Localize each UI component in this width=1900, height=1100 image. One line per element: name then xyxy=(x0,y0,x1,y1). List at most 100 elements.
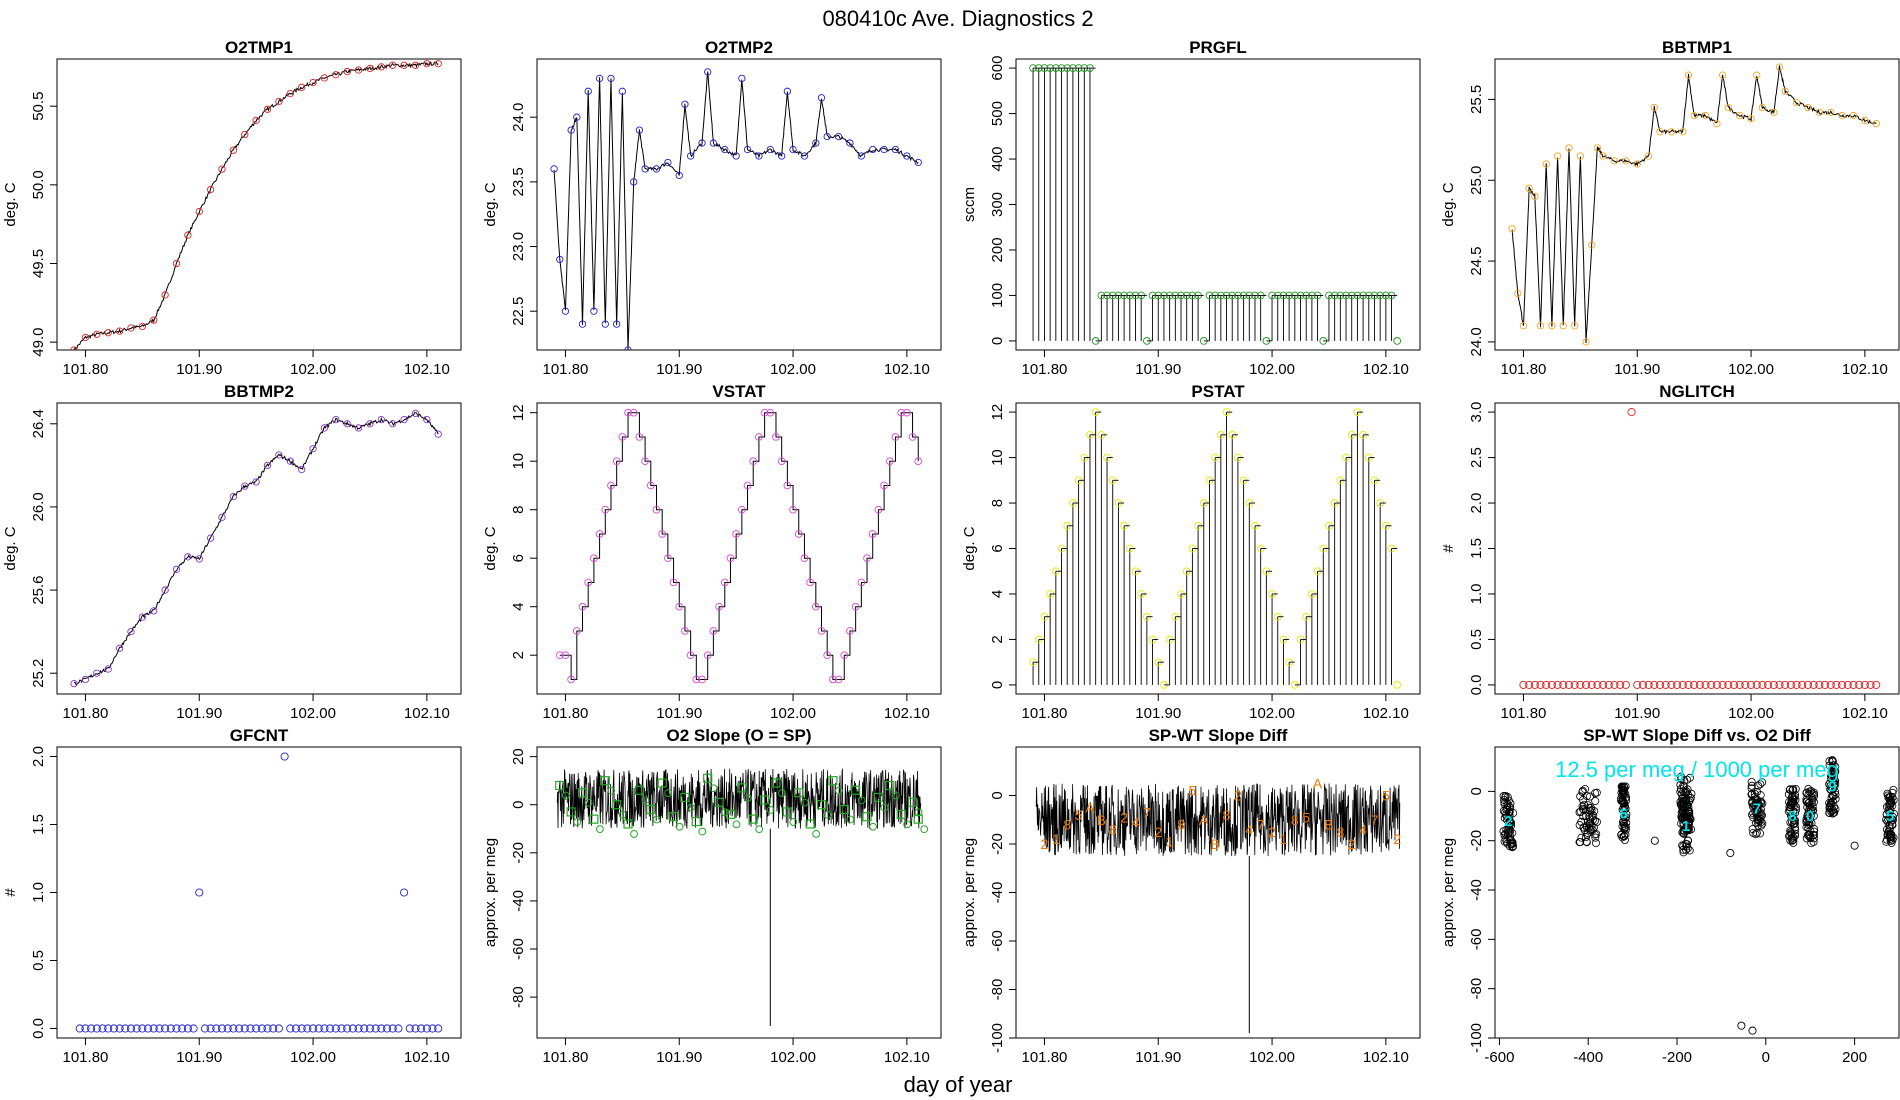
data-point xyxy=(1775,680,1784,689)
y-tick-label: 26.0 xyxy=(30,492,47,521)
x-tick-label: 102.00 xyxy=(290,361,336,378)
cluster-label: 6 xyxy=(1620,806,1628,823)
data-point xyxy=(896,809,906,819)
panel-title: BBTMP2 xyxy=(224,382,294,401)
data-point xyxy=(343,420,351,428)
data-point xyxy=(291,1024,301,1033)
data-point xyxy=(618,433,627,441)
data-label: A xyxy=(1313,775,1323,791)
x-tick-label: -400 xyxy=(1573,1049,1603,1066)
data-point xyxy=(907,797,918,807)
data-point xyxy=(1789,833,1798,842)
data-point xyxy=(218,513,226,521)
data-point xyxy=(274,1024,283,1033)
data-point xyxy=(104,1024,113,1033)
data-point xyxy=(840,651,849,660)
data-point xyxy=(1547,680,1556,689)
panel-title: O2TMP2 xyxy=(705,38,773,57)
x-tick-label: 101.80 xyxy=(63,361,109,378)
data-point xyxy=(681,100,689,108)
data-point xyxy=(652,505,661,514)
data-point xyxy=(314,1024,323,1033)
panel-title: BBTMP1 xyxy=(1662,38,1732,57)
data-point xyxy=(1619,797,1628,806)
data-point xyxy=(805,819,815,829)
data-point xyxy=(1501,829,1510,838)
y-tick-label: 49.0 xyxy=(30,328,47,357)
data-point xyxy=(641,796,650,805)
data-point xyxy=(857,152,865,160)
data-point xyxy=(561,791,570,800)
data-point xyxy=(566,807,576,817)
data-point xyxy=(607,481,615,490)
data-point xyxy=(1701,111,1710,120)
data-point xyxy=(1680,782,1689,791)
data-point xyxy=(1565,144,1573,152)
data-point xyxy=(1804,818,1813,827)
plot-frame xyxy=(56,58,462,351)
y-tick-label: 23.0 xyxy=(510,232,527,261)
data-point xyxy=(664,789,673,797)
data-point xyxy=(161,291,169,299)
data-point xyxy=(760,408,769,417)
data-point xyxy=(1508,225,1516,233)
data-label: 7 xyxy=(1143,804,1151,820)
data-point xyxy=(1790,829,1799,838)
series-line xyxy=(553,71,919,350)
data-point xyxy=(309,1024,318,1033)
outlier-point xyxy=(1726,848,1735,858)
data-point xyxy=(823,810,832,819)
data-point xyxy=(880,803,889,812)
annotation: 12.5 per meg / 1000 per meg xyxy=(1555,757,1839,782)
data-point xyxy=(1536,322,1545,330)
data-point xyxy=(578,602,587,611)
x-tick-label: 101.80 xyxy=(1022,361,1068,378)
data-point xyxy=(1885,793,1894,802)
y-tick-label: 1.5 xyxy=(1468,538,1485,559)
data-point xyxy=(1828,763,1837,772)
data-point xyxy=(880,145,888,154)
data-point xyxy=(1588,825,1597,834)
data-point xyxy=(851,785,861,795)
data-point xyxy=(1575,838,1584,847)
y-tick-label: 25.2 xyxy=(30,659,47,688)
data-point xyxy=(1679,128,1687,136)
data-point xyxy=(161,586,169,594)
data-point xyxy=(161,1024,170,1033)
data-point xyxy=(382,1024,392,1033)
x-tick-label: 102.00 xyxy=(290,705,336,722)
plot-data xyxy=(75,752,443,1033)
data-point xyxy=(1825,798,1834,807)
data-point xyxy=(816,800,827,810)
data-point xyxy=(121,1024,130,1033)
data-point xyxy=(70,679,78,688)
plot-frame xyxy=(1494,746,1900,1039)
data-point xyxy=(748,814,758,824)
y-tick-label: 1.5 xyxy=(30,814,47,835)
y-axis-label: # xyxy=(2,888,19,897)
data-label: 2 xyxy=(1234,788,1242,804)
data-point xyxy=(434,60,442,68)
data-point xyxy=(1882,837,1891,846)
data-point xyxy=(1501,808,1510,817)
data-point xyxy=(607,74,615,83)
y-tick-label: 0.5 xyxy=(1468,629,1485,650)
data-point xyxy=(286,1024,295,1033)
x-tick-label: 101.90 xyxy=(1135,361,1181,378)
data-point xyxy=(1887,830,1896,839)
y-tick-label: 1.0 xyxy=(1468,584,1485,605)
y-axis-label: deg. C xyxy=(2,526,19,570)
data-point xyxy=(1754,781,1763,790)
data-point xyxy=(93,669,101,677)
data-point xyxy=(326,1024,335,1033)
data-point xyxy=(590,307,598,315)
y-tick-label: -40 xyxy=(1468,879,1485,901)
data-label: 1 xyxy=(1166,834,1174,850)
data-point xyxy=(1579,823,1588,832)
data-point xyxy=(332,71,340,79)
data-point xyxy=(1807,789,1816,798)
data-point xyxy=(811,602,820,611)
data-point xyxy=(612,457,621,466)
x-tick-label: 102.00 xyxy=(1249,705,1295,722)
y-tick-label: 3.0 xyxy=(1468,402,1485,423)
